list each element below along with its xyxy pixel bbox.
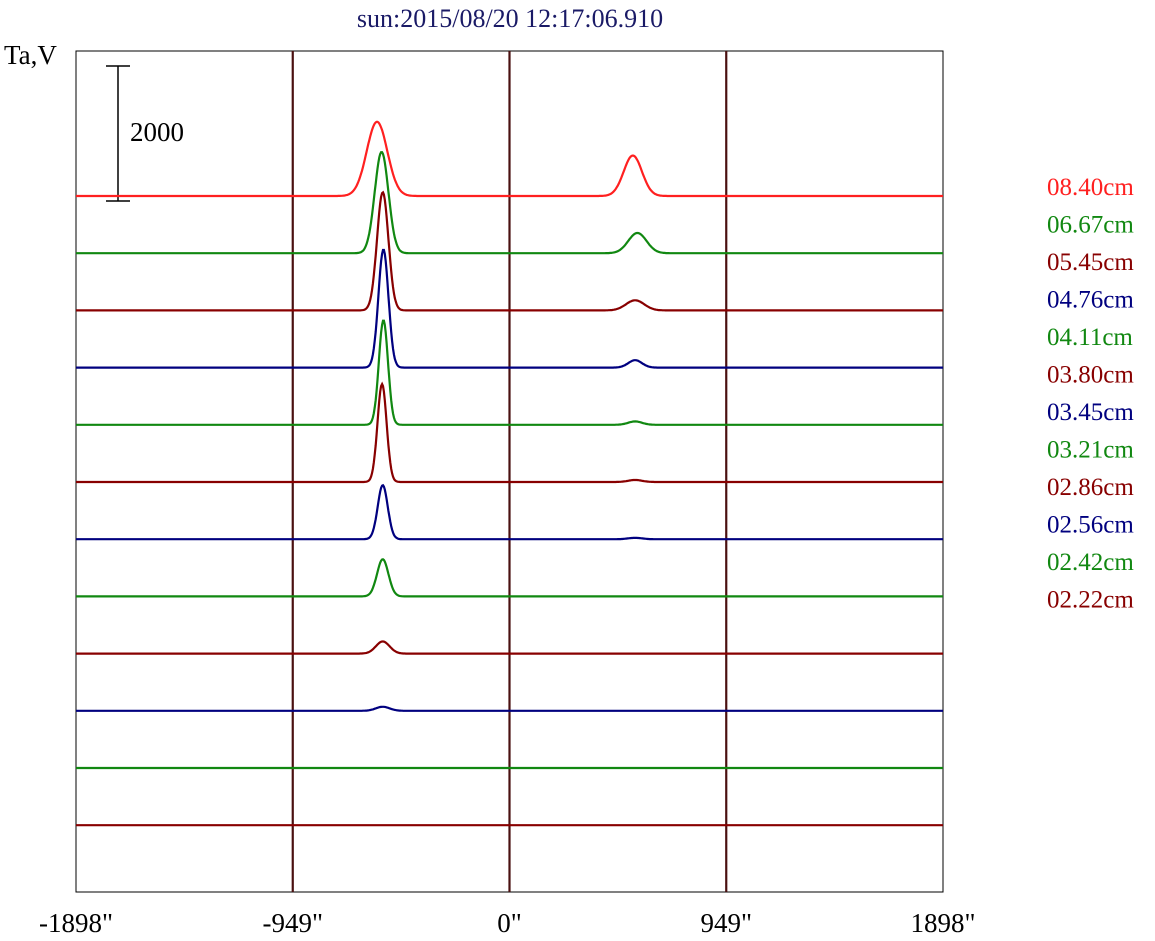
legend: 08.40cm 06.67cm 05.45cm 04.76cm 04.11cm 03.80… [1047, 174, 1134, 614]
y-axis-label: Ta,V [4, 40, 57, 70]
x-tick-label-3: 949" [700, 908, 752, 938]
legend-entry-02.56cm: 02.56cm [1047, 512, 1134, 539]
x-tick-label-0: -1898" [39, 908, 113, 938]
x-tick-labels: -1898" -949" 0" 949" 1898" [39, 908, 976, 938]
legend-entry-08.40cm: 08.40cm [1047, 174, 1134, 201]
legend-entry-03.45cm: 03.45cm [1047, 399, 1134, 426]
series-line-06.67cm [76, 151, 943, 255]
x-tick-label-2: 0" [497, 908, 522, 938]
vertical-reference-lines [291, 51, 728, 892]
legend-entry-05.45cm: 05.45cm [1047, 249, 1134, 276]
legend-entry-03.80cm: 03.80cm [1047, 362, 1134, 389]
legend-entry-04.76cm: 04.76cm [1047, 287, 1134, 314]
series-line-03.45cm [76, 483, 943, 541]
legend-entry-04.11cm: 04.11cm [1047, 324, 1133, 351]
legend-entry-02.42cm: 02.42cm [1047, 549, 1134, 576]
series-line-02.56cm [76, 705, 943, 712]
legend-entry-02.86cm: 02.86cm [1047, 474, 1134, 501]
legend-entry-03.21cm: 03.21cm [1047, 437, 1134, 464]
legend-entry-02.22cm: 02.22cm [1047, 587, 1134, 614]
series-line-05.45cm [76, 190, 943, 312]
series-line-03.21cm [76, 558, 943, 598]
series-lines [76, 120, 943, 827]
chart-title: sun:2015/08/20 12:17:06.910 [357, 4, 663, 33]
legend-entry-06.67cm: 06.67cm [1047, 212, 1134, 239]
x-tick-label-1: -949" [262, 908, 323, 938]
series-line-08.40cm [76, 120, 943, 198]
series-line-04.11cm [76, 319, 943, 426]
scale-bar: 2000 [106, 65, 184, 202]
series-line-02.86cm [76, 640, 943, 655]
x-tick-label-4: 1898" [910, 908, 975, 938]
series-line-04.76cm [76, 248, 943, 369]
series-line-03.80cm [76, 381, 943, 484]
scale-bar-label: 2000 [130, 117, 184, 147]
